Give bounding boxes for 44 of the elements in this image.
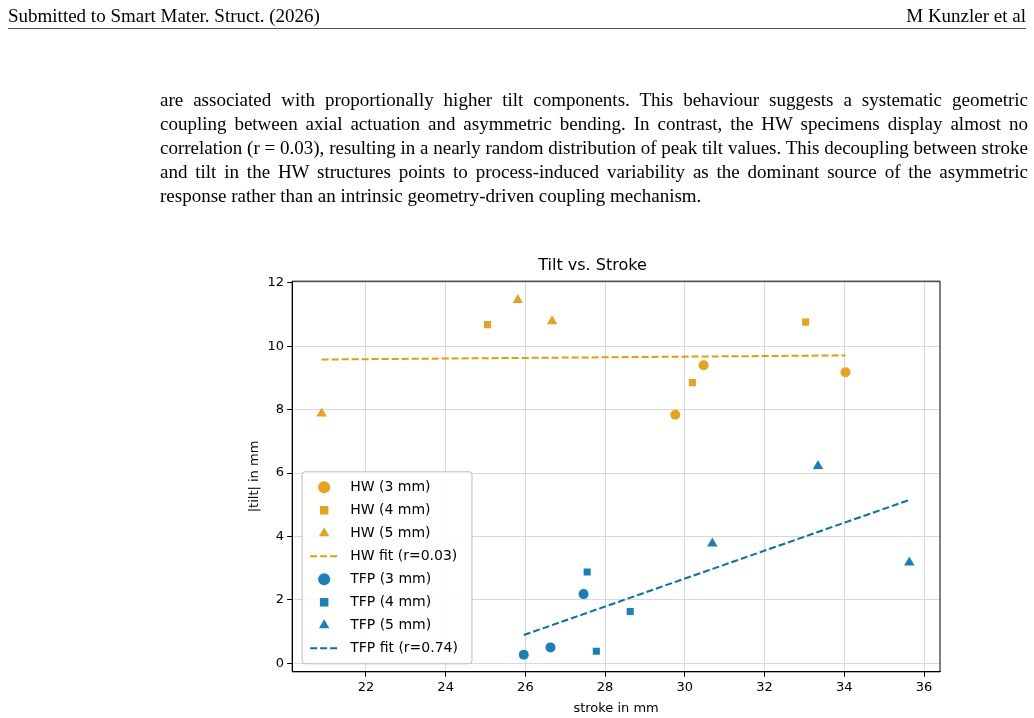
point: [840, 367, 851, 378]
point: [802, 318, 810, 326]
chart-title: Tilt vs. Stroke: [537, 254, 647, 274]
x-tick-label: 34: [836, 678, 853, 694]
y-tick-label: 6: [275, 464, 285, 480]
x-axis-title: stroke in mm: [573, 699, 659, 715]
legend-label: TFP (5 mm): [349, 615, 432, 632]
y-tick-label: 8: [275, 400, 285, 416]
legend-label: TFP fit (r=0.74): [349, 638, 458, 655]
point: [578, 589, 589, 600]
point: [592, 647, 600, 655]
point: [583, 568, 591, 576]
point: [518, 649, 529, 660]
point: [626, 608, 634, 616]
legend-label: HW (5 mm): [350, 523, 431, 540]
legend-label: HW (3 mm): [350, 477, 431, 494]
y-tick-label: 0: [275, 654, 285, 670]
point: [546, 315, 558, 325]
legend-label: TFP (3 mm): [349, 569, 432, 586]
text: are associated with proportionally higher tilt components. This behaviour suggests a systematic geometric coupling between axial actuation and asymmetric bending. In contrast, the HW specimens display almost no correlation (r = 0.03), resulting in a nearly random distribution of peak tilt values. This decoupling between stroke and tilt in the HW structures points to process-induced variability as the dominant source of the asymmetric response rather than an intrinsic geometry-driven coupling mechanism.: [160, 88, 1028, 208]
x-tick-label: 36: [915, 678, 933, 694]
y-tick-label: 10: [267, 337, 285, 353]
point: [670, 409, 681, 420]
x-tick-label: 28: [596, 678, 614, 694]
x-tick-label: 32: [756, 678, 773, 694]
point: [545, 642, 556, 653]
point: [698, 360, 709, 371]
text: M Kunzler et al: [906, 5, 1026, 27]
point: [512, 293, 523, 303]
x-tick-label: 30: [676, 678, 694, 694]
x-tick-label: 26: [517, 678, 534, 694]
text: Submitted to Smart Mater. Struct. (2026): [8, 5, 320, 27]
x-tick-label: 24: [437, 678, 454, 694]
point: [483, 321, 492, 329]
y-axis-title: |tilt| in mm: [246, 440, 262, 513]
legend-label: HW fit (r=0.03): [350, 546, 458, 563]
legend-label: TFP (4 mm): [349, 592, 432, 609]
point: [688, 379, 696, 387]
legend-label: HW (4 mm): [350, 500, 431, 517]
y-tick-label: 12: [267, 274, 285, 290]
x-tick-label: 22: [357, 678, 375, 694]
point: [812, 460, 824, 470]
y-tick-label: 4: [275, 527, 285, 543]
y-tick-label: 2: [275, 591, 285, 607]
